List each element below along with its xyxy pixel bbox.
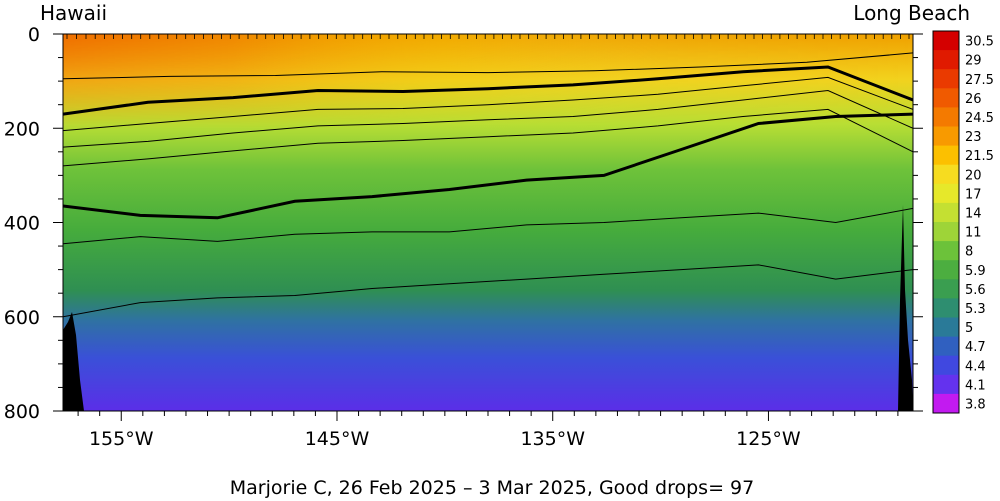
colorbar-swatch [933, 126, 959, 147]
colorbar-swatch [933, 374, 959, 395]
isotherm-line-0 [63, 52, 913, 80]
colorbar-label: 5.3 [965, 302, 986, 317]
isotherm-line-5 [63, 112, 913, 220]
colorbar-label: 21.5 [965, 149, 994, 164]
isotherm-line-6 [63, 207, 913, 245]
colorbar-swatch [933, 88, 959, 108]
colorbar-frame [932, 30, 960, 414]
isotherm-line-2 [63, 76, 913, 132]
colorbar-swatch [933, 69, 959, 89]
colorbar-label: 20 [965, 168, 982, 183]
colorbar-label: 27.5 [965, 73, 994, 88]
y-tick-label: 800 [4, 401, 40, 423]
right-station-label: Long Beach [853, 1, 970, 25]
colorbar-label: 8 [965, 245, 973, 260]
colorbar-swatch [933, 202, 959, 223]
colorbar-swatch [933, 279, 959, 299]
x-tick-label: 125°W [736, 428, 801, 450]
colorbar-label: 4.1 [965, 378, 986, 393]
colorbar-swatch [933, 164, 959, 185]
colorbar-swatch [933, 145, 959, 166]
colorbar-swatch [933, 107, 959, 127]
colorbar-swatch [933, 222, 959, 242]
isotherm-line-4 [63, 108, 913, 167]
xbt-drop-ticks [66, 34, 910, 39]
x-tick-label: 135°W [520, 428, 585, 450]
y-axis: 0 200 400 600 800 [4, 24, 923, 423]
y-tick-label: 200 [4, 118, 40, 140]
colorbar-label: 11 [965, 226, 982, 241]
colorbar-label: 5 [965, 321, 973, 336]
colorbar-label: 17 [965, 187, 982, 202]
y-tick-label: 600 [4, 307, 40, 329]
colorbar-swatch [933, 183, 959, 204]
colorbar-swatch [933, 393, 959, 414]
colorbar-label: 24.5 [965, 111, 994, 126]
colorbar-swatch [933, 298, 959, 318]
isotherm-lines [63, 52, 913, 318]
colorbar-swatch [933, 50, 959, 70]
colorbar-label: 26 [965, 92, 982, 107]
colorbar-swatch [933, 241, 959, 261]
colorbar: 30.5 29 27.5 26 24.5 23 21.5 20 17 14 11 8 5.9 5.6 5.3… [932, 30, 994, 414]
colorbar-swatch [933, 31, 959, 51]
no-data-mask [63, 205, 913, 411]
cruise-caption: Marjorie C, 26 Feb 2025 – 3 Mar 2025, Go… [230, 477, 754, 499]
colorbar-swatch [933, 336, 959, 357]
colorbar-label: 14 [965, 207, 982, 222]
colorbar-label: 29 [965, 54, 982, 69]
colorbar-label: 23 [965, 130, 982, 145]
colorbar-label: 5.9 [965, 264, 986, 279]
isotherm-line-1 [63, 65, 913, 116]
colorbar-swatch [933, 260, 959, 280]
colorbar-label: 30.5 [965, 35, 994, 50]
colorbar-swatch [933, 355, 959, 376]
left-station-label: Hawaii [40, 1, 107, 25]
y-tick-label: 400 [4, 213, 40, 235]
x-tick-label: 145°W [305, 428, 370, 450]
colorbar-label: 4.7 [965, 340, 986, 355]
colorbar-label: 3.8 [965, 398, 986, 413]
x-axis: 155°W 145°W 135°W 125°W [77, 411, 899, 450]
colorbar-swatch [933, 317, 959, 338]
isotherm-line-7 [63, 264, 913, 318]
colorbar-label: 5.6 [965, 283, 986, 298]
x-tick-label: 155°W [89, 428, 154, 450]
isotherm-line-3 [63, 89, 913, 148]
colorbar-label: 4.4 [965, 359, 986, 374]
y-tick-label: 0 [28, 24, 40, 46]
